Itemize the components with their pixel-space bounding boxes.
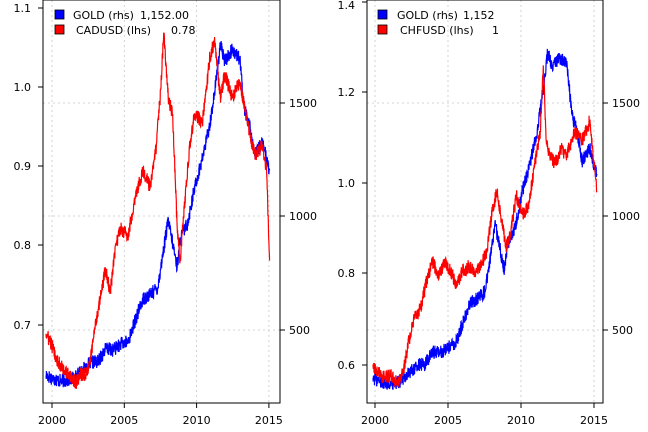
legend-label-gold: GOLD (rhs) [73, 9, 134, 22]
chart-panel-chfusd: 0.6 0.8 1.0 1.2 1.4 500 1000 1500 2000 2… [338, 0, 640, 427]
x-tick-label: 2015 [580, 414, 608, 427]
left-axis: 0.7 0.8 0.9 1.0 1.1 [14, 2, 43, 332]
left-tick-label: 0.7 [14, 319, 32, 332]
plot-frame [42, 0, 281, 404]
x-tick-label: 2000 [38, 414, 66, 427]
series-line-gold [45, 40, 271, 388]
chart-panel-cadusd: 0.7 0.8 0.9 1.0 1.1 500 1000 1500 2000 2… [14, 0, 317, 427]
left-tick-label: 1.4 [338, 0, 356, 12]
right-tick-label: 1000 [612, 210, 640, 223]
legend-value-chfusd: 1 [492, 24, 499, 37]
legend: GOLD (rhs) 1,152.00 CADUSD (lhs) 0.78 [54, 9, 196, 37]
right-tick-label: 1500 [289, 97, 317, 110]
legend-swatch-gold [377, 9, 388, 20]
left-tick-label: 0.8 [14, 239, 32, 252]
legend-value-cadusd: 0.78 [171, 24, 196, 37]
right-tick-label: 500 [289, 324, 310, 337]
x-tick-label: 2010 [507, 414, 535, 427]
left-tick-label: 1.2 [338, 86, 356, 99]
plot-frame [366, 0, 604, 404]
x-tick-label: 2010 [183, 414, 211, 427]
legend-value-gold: 1,152.00 [140, 9, 189, 22]
x-tick-label: 2015 [255, 414, 283, 427]
right-tick-label: 1500 [612, 97, 640, 110]
series-line-gold [372, 48, 598, 390]
legend-swatch-gold [54, 9, 65, 20]
plot-lines [45, 32, 271, 389]
right-axis: 500 1000 1500 [603, 97, 640, 337]
right-tick-label: 500 [612, 324, 633, 337]
x-tick-label: 2000 [361, 414, 389, 427]
right-axis: 500 1000 1500 [280, 97, 317, 337]
left-tick-label: 1.0 [14, 81, 32, 94]
x-axis: 2000 2005 2010 2015 [38, 403, 283, 427]
legend-swatch-chfusd [377, 24, 388, 35]
legend: GOLD (rhs) 1,152 CHFUSD (lhs) 1 [377, 9, 499, 37]
left-tick-label: 0.8 [338, 267, 356, 280]
left-tick-label: 0.9 [14, 160, 32, 173]
legend-value-gold: 1,152 [463, 9, 495, 22]
legend-label-gold: GOLD (rhs) [397, 9, 458, 22]
series-line-chfusd [372, 65, 598, 387]
legend-swatch-cadusd [54, 24, 65, 35]
left-tick-label: 0.6 [338, 359, 356, 372]
left-tick-label: 1.0 [338, 177, 356, 190]
x-axis: 2000 2005 2010 2015 [361, 403, 608, 427]
legend-label-chfusd: CHFUSD (lhs) [400, 24, 474, 37]
series-line-cadusd [45, 32, 271, 389]
left-tick-label: 1.1 [14, 2, 32, 15]
x-tick-label: 2005 [110, 414, 138, 427]
legend-label-cadusd: CADUSD (lhs) [76, 24, 151, 37]
x-tick-label: 2005 [434, 414, 462, 427]
plot-lines [372, 48, 598, 390]
left-axis: 0.6 0.8 1.0 1.2 1.4 [338, 0, 367, 372]
right-tick-label: 1000 [289, 210, 317, 223]
